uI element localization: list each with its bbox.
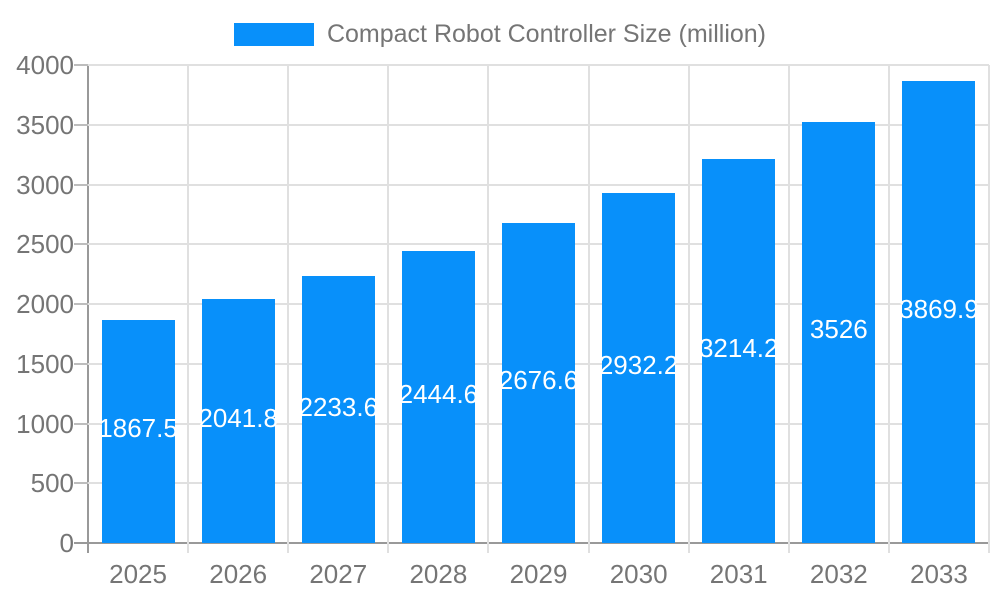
gridline-x-boundary bbox=[587, 65, 590, 553]
y-tick-label-4000: 4000 bbox=[16, 50, 74, 80]
gridline-x-boundary bbox=[787, 65, 790, 553]
gridline-x-boundary bbox=[487, 65, 490, 553]
y-tick-mark bbox=[74, 482, 88, 485]
y-tick-label-2000: 2000 bbox=[16, 289, 74, 319]
bar-2032[interactable] bbox=[802, 121, 876, 543]
y-tick-mark bbox=[74, 422, 88, 425]
x-tick-label-2028: 2028 bbox=[409, 559, 468, 589]
bar-2031[interactable] bbox=[702, 158, 776, 543]
y-tick-label-3000: 3000 bbox=[16, 169, 74, 200]
bar-2029[interactable] bbox=[502, 223, 575, 543]
bar-2028[interactable] bbox=[401, 250, 475, 543]
y-tick-label-3500: 3500 bbox=[16, 109, 74, 140]
y-tick-label-2500: 2500 bbox=[16, 229, 74, 260]
y-tick-mark bbox=[74, 362, 88, 365]
gridline-y-3500 bbox=[88, 123, 989, 126]
x-tick-label-2030: 2030 bbox=[609, 559, 668, 589]
y-tick-mark bbox=[74, 64, 88, 66]
gridline-x-boundary bbox=[887, 65, 890, 553]
y-tick-label-0: 0 bbox=[59, 528, 74, 558]
x-tick-label-2033: 2033 bbox=[910, 559, 968, 589]
gridline-x-boundary bbox=[187, 65, 190, 553]
gridline-x-boundary bbox=[988, 65, 990, 553]
bar-2025[interactable] bbox=[101, 319, 175, 543]
gridline-y-3000 bbox=[88, 183, 989, 186]
gridline-x-boundary bbox=[687, 65, 690, 553]
legend: Compact Robot Controller Size (million) bbox=[0, 20, 1000, 49]
gridline-x-boundary bbox=[387, 65, 390, 553]
bar-2033[interactable] bbox=[902, 80, 976, 543]
x-tick-label-2026: 2026 bbox=[209, 559, 268, 589]
bar-2027[interactable] bbox=[301, 276, 375, 543]
gridline-x-boundary bbox=[287, 65, 290, 553]
y-tick-label-500: 500 bbox=[30, 468, 74, 499]
bar-2026[interactable] bbox=[201, 299, 275, 543]
x-tick-label-2025: 2025 bbox=[109, 559, 167, 589]
x-tick-label-2031: 2031 bbox=[709, 559, 768, 589]
y-tick-mark bbox=[74, 183, 88, 186]
plot-area: 1867.5 2041.8 2233.6 2444.6 2676.6 2932.2 3214… bbox=[88, 64, 990, 553]
x-tick-label-2032: 2032 bbox=[809, 559, 868, 589]
y-tick-label-1000: 1000 bbox=[16, 408, 74, 439]
y-tick-mark bbox=[74, 542, 88, 544]
bar-2030[interactable] bbox=[602, 192, 676, 543]
x-tick-label-2027: 2027 bbox=[309, 559, 368, 589]
y-tick-mark bbox=[74, 243, 88, 246]
legend-swatch bbox=[233, 23, 314, 46]
gridline-y-4000 bbox=[88, 64, 989, 66]
y-tick-label-1500: 1500 bbox=[16, 348, 74, 379]
y-axis-line bbox=[87, 65, 89, 553]
x-tick-label-2029: 2029 bbox=[509, 559, 568, 589]
legend-item[interactable]: Compact Robot Controller Size (million) bbox=[233, 20, 767, 49]
y-tick-mark bbox=[74, 303, 88, 305]
x-axis-line bbox=[87, 542, 990, 544]
legend-label: Compact Robot Controller Size (million) bbox=[326, 20, 767, 48]
y-tick-mark bbox=[74, 123, 88, 126]
